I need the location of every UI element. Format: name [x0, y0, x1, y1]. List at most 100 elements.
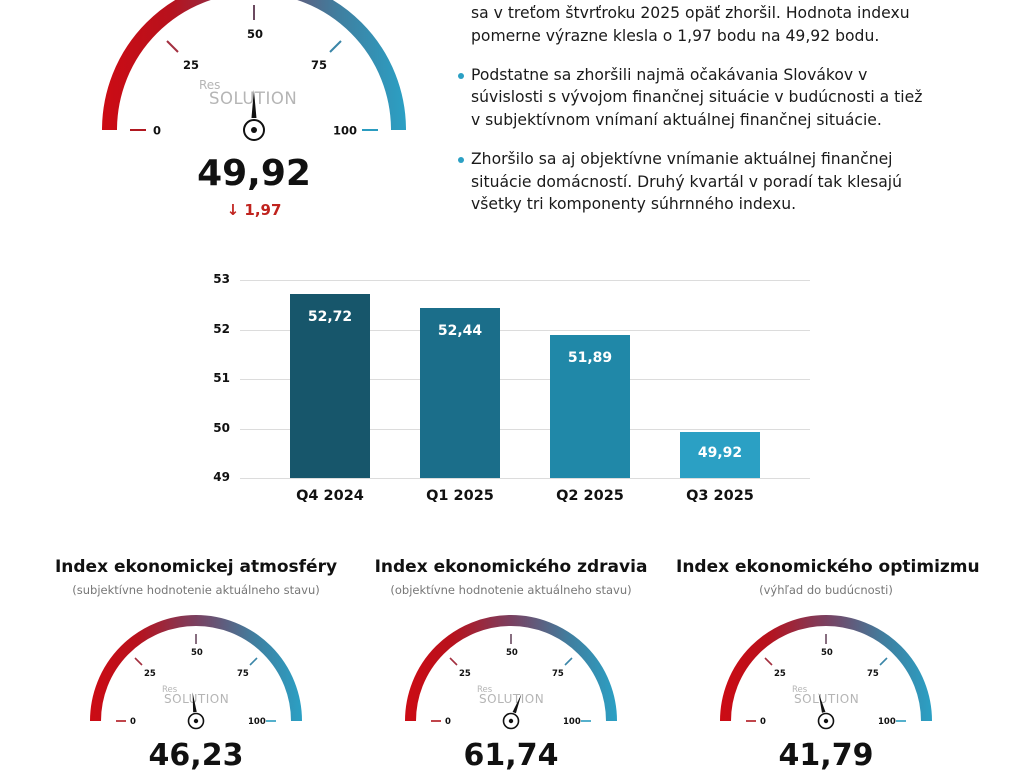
gridline	[240, 428, 810, 430]
svg-text:0: 0	[760, 717, 766, 727]
svg-text:100: 100	[878, 717, 896, 727]
gauge-arc	[720, 615, 932, 722]
sub-gauge-caption: (subjektívne hodnotenie aktuálneho stavu…	[72, 583, 320, 597]
svg-text:75: 75	[867, 669, 879, 679]
gauge-needle	[251, 90, 257, 119]
sub-gauge-atmosphere: Index ekonomickej atmosféry (subjektívne …	[46, 552, 346, 773]
svg-text:0: 0	[445, 717, 451, 727]
bar-value-label: 49,92	[697, 445, 743, 462]
tick-25	[764, 657, 773, 666]
svg-text:50: 50	[191, 648, 203, 658]
tick-25	[134, 657, 143, 666]
gauge-needle	[192, 692, 197, 713]
x-axis-label: Q1 2025	[426, 488, 494, 504]
x-axis-label: Q4 2024	[296, 488, 364, 504]
gridline	[240, 379, 810, 380]
summary-paragraph-1: sa v treťom štvrťroku 2025 opäť zhoršil.…	[458, 2, 928, 47]
summary-line: pomerne výrazne klesla o 1,97 bodu na 49…	[471, 26, 880, 45]
bar-q3-2025: 49,92	[680, 432, 760, 478]
main-gauge-delta: ↓ 1,97	[226, 201, 282, 219]
svg-text:50: 50	[821, 648, 833, 658]
gauge-needle	[512, 693, 522, 714]
svg-text:Res: Res	[792, 685, 808, 695]
y-axis-label: 53	[213, 272, 230, 286]
svg-text:SOLUTION: SOLUTION	[164, 692, 229, 706]
svg-text:25: 25	[144, 669, 156, 679]
x-axis-label: Q3 2025	[686, 488, 754, 504]
bar-value-label: 51,89	[567, 349, 613, 366]
tick-label-25: 25	[183, 58, 199, 72]
summary-line: všetky tri komponenty súhrnného indexu.	[471, 195, 797, 214]
bar-value-label: 52,72	[307, 308, 353, 325]
summary-line: Zhoršilo sa aj objektívne vnímanie aktuá…	[471, 149, 893, 168]
sub-gauge-value: 46,23	[148, 738, 244, 773]
sub-gauge-health: Index ekonomického zdravia (objektívne ho…	[361, 552, 661, 773]
svg-text:Res: Res	[477, 685, 493, 695]
svg-text:25: 25	[774, 669, 786, 679]
svg-text:100: 100	[248, 717, 266, 727]
y-axis-label: 50	[213, 420, 230, 435]
svg-text:SOLUTION: SOLUTION	[794, 692, 859, 706]
bullet-icon	[458, 72, 464, 79]
tick-25	[166, 40, 179, 53]
tick-75	[564, 657, 573, 666]
y-axis-label: 49	[213, 470, 230, 484]
y-axis-label: 52	[213, 321, 230, 336]
svg-text:100: 100	[563, 717, 581, 727]
x-axis-label: Q2 2025	[556, 488, 624, 504]
tick-label-0: 0	[153, 124, 161, 138]
summary-line: Podstatne sa zhoršili najmä očakávania S…	[471, 65, 868, 84]
sub-gauge-dial: 0 25 50 75 100 Res SOLUTION	[405, 615, 617, 730]
bullet-icon	[458, 156, 464, 163]
watermark-solution: SOLUTION	[209, 89, 297, 108]
summary-line: súvislosti s vývojom finančnej situácie …	[471, 88, 923, 107]
svg-text:75: 75	[552, 669, 564, 679]
svg-text:50: 50	[506, 648, 518, 658]
sub-gauge-title: Index ekonomickej atmosféry	[54, 557, 338, 577]
bar-value-label: 52,44	[437, 322, 483, 339]
summary-line: sa v treťom štvrťroku 2025 opäť zhoršil.…	[471, 4, 910, 22]
tick-75	[329, 40, 342, 53]
gauge-arc	[102, 0, 406, 131]
gauge-arc	[405, 615, 617, 722]
sub-gauge-title: Index ekonomického optimizmu	[676, 557, 980, 577]
tick-label-75: 75	[311, 58, 327, 72]
main-gauge-dial: 0 25 50 75 100 Res SOLUTION	[102, 0, 406, 141]
sub-gauge-value: 41,79	[778, 738, 874, 773]
tick-label-50: 50	[247, 27, 263, 41]
watermark-res: Res	[199, 78, 220, 92]
svg-text:0: 0	[130, 717, 136, 727]
tick-75	[249, 657, 258, 666]
svg-text:Res: Res	[162, 685, 178, 695]
bar-q2-2025: 51,89	[550, 334, 630, 478]
svg-text:75: 75	[237, 669, 249, 679]
sub-gauge-title: Index ekonomického zdravia	[374, 557, 648, 577]
sub-gauge-dial: 0 25 50 75 100 Res SOLUTION	[90, 615, 302, 730]
tick-75	[879, 657, 888, 666]
gridline	[240, 478, 810, 479]
sub-gauge-dial: 0 25 50 75 100 Res SOLUTION	[720, 615, 932, 730]
bar-q1-2025: 52,44	[420, 307, 500, 478]
gauge-needle	[818, 692, 826, 713]
tick-25	[449, 657, 458, 666]
svg-text:SOLUTION: SOLUTION	[479, 692, 544, 706]
sub-gauge-caption: (objektívne hodnotenie aktuálneho stavu)	[390, 583, 632, 597]
main-gauge: 0 25 50 75 100 Res SOLUTION 49,92 ↓ 1,97	[0, 0, 440, 230]
sub-gauge-caption: (výhľad do budúcnosti)	[759, 583, 893, 597]
summary-line: v subjektívnom vnímaní aktuálnej finančn…	[471, 110, 882, 129]
main-gauge-value: 49,92	[197, 153, 311, 194]
summary-text: sa v treťom štvrťroku 2025 opäť zhoršil.…	[458, 2, 928, 232]
sub-gauge-value: 61,74	[463, 738, 559, 773]
gauge-arc	[90, 615, 302, 722]
sub-gauge-optimism: Index ekonomického optimizmu (výhľad do b…	[676, 552, 980, 773]
svg-text:25: 25	[459, 669, 471, 679]
tick-label-100: 100	[333, 124, 357, 138]
bar-q4-2024: 52,72	[290, 293, 370, 478]
gridline	[240, 329, 810, 331]
summary-paragraph-2: Podstatne sa zhoršili najmä očakávania S…	[458, 64, 928, 132]
y-axis-label: 51	[213, 371, 230, 385]
summary-line: situácie domácností. Druhý kvartál v por…	[471, 172, 902, 191]
summary-paragraph-3: Zhoršilo sa aj objektívne vnímanie aktuá…	[458, 148, 928, 216]
gridline	[240, 280, 810, 281]
quarterly-bar-chart: 53 52 51 50 49 52,72 Q4 2024 52,44 Q1 2025 51,89 Q…	[200, 270, 820, 520]
